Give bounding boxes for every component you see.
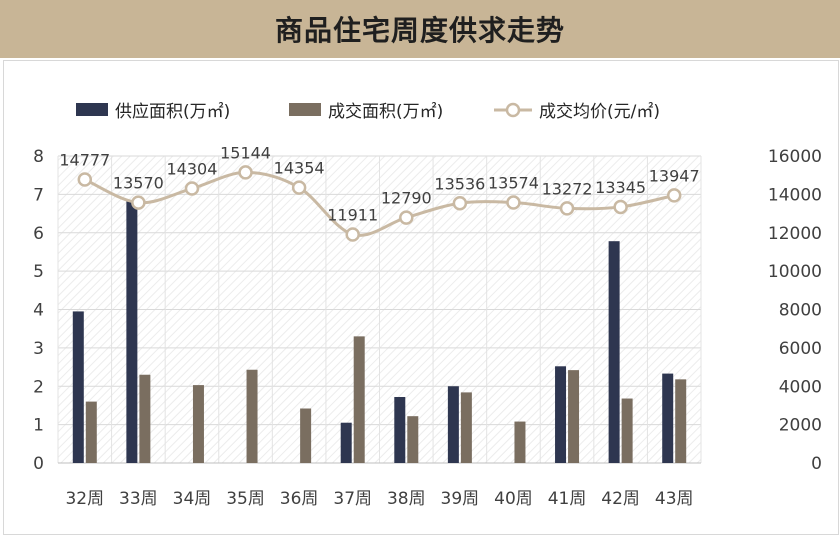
bar-deal	[514, 421, 526, 463]
y-left-tick-label: 0	[33, 454, 44, 474]
price-point	[131, 195, 146, 210]
price-data-label: 13536	[434, 174, 485, 193]
y-left-tick-label: 3	[33, 339, 44, 359]
bar-deal	[407, 416, 419, 463]
price-data-label: 14777	[59, 150, 110, 169]
y-left-tick-label: 8	[33, 147, 44, 167]
price-data-label: 15144	[220, 143, 271, 162]
bar-deal	[192, 385, 204, 463]
y-right-tick-label: 14000	[768, 185, 822, 205]
bar-deal	[568, 370, 580, 463]
bar-deal	[139, 374, 151, 463]
bar-supply	[340, 422, 352, 463]
bar-deal	[675, 379, 687, 463]
bar-supply	[126, 200, 138, 463]
bar-supply	[608, 241, 620, 463]
x-tick-label: 35周	[226, 489, 265, 509]
y-left-tick-label: 7	[33, 185, 44, 205]
price-point	[399, 210, 414, 225]
y-left-tick-label: 1	[33, 416, 44, 436]
price-point	[77, 172, 93, 187]
price-point	[666, 188, 682, 203]
bar-deal	[353, 336, 365, 463]
y-left-tick-label: 6	[33, 224, 44, 244]
price-data-label: 13272	[542, 179, 593, 198]
y-right-tick-label: 0	[811, 454, 822, 474]
y-right-tick-label: 8000	[779, 301, 822, 321]
bar-deal	[85, 401, 97, 463]
price-point	[345, 227, 360, 242]
bar-deal	[246, 369, 258, 463]
price-point	[452, 196, 468, 211]
legend-label-price: 成交均价(元/㎡)	[539, 102, 660, 122]
x-tick-label: 37周	[333, 489, 372, 509]
y-left-tick-label: 4	[33, 301, 44, 321]
chart-card: 0 1 2 3 4 5 6 7 8 0 2000 4000 6000 8000 10000 12000 1400…	[3, 60, 839, 535]
legend-swatch-price-marker	[505, 102, 521, 118]
title-bar: 商品住宅周度供求走势	[0, 0, 840, 58]
y-right-tick-label: 12000	[768, 224, 822, 244]
price-data-label: 13345	[595, 178, 646, 197]
x-tick-label: 32周	[65, 489, 104, 509]
price-data-label: 12790	[381, 189, 432, 208]
y-right-tick-label: 2000	[779, 416, 822, 436]
y-left-tick-label: 2	[33, 377, 44, 397]
price-data-label: 13947	[649, 166, 700, 185]
bar-supply	[394, 396, 406, 463]
x-tick-label: 38周	[387, 489, 426, 509]
price-data-label: 13574	[488, 174, 539, 193]
price-point	[184, 181, 200, 196]
x-tick-label: 34周	[173, 489, 212, 509]
price-point	[291, 180, 307, 195]
x-tick-label: 40周	[494, 489, 533, 509]
legend-label-supply: 供应面积(万㎡)	[115, 102, 230, 122]
legend-swatch-supply	[76, 103, 108, 116]
price-point	[238, 165, 253, 180]
price-data-label: 11911	[327, 205, 378, 224]
bar-deal	[621, 398, 633, 463]
x-tick-label: 42周	[601, 489, 640, 509]
bar-deal	[460, 392, 472, 463]
y-right-tick-label: 16000	[768, 147, 822, 167]
y-right-tick-label: 6000	[779, 339, 822, 359]
bar-supply	[447, 386, 459, 463]
y-left-tick-label: 5	[33, 262, 44, 282]
legend-swatch-deal	[289, 103, 321, 116]
x-tick-label: 41周	[548, 489, 587, 509]
y-right-tick-label: 10000	[768, 262, 822, 282]
price-data-label: 13570	[113, 174, 164, 193]
price-data-label: 14354	[274, 159, 325, 178]
chart-svg: 0 1 2 3 4 5 6 7 8 0 2000 4000 6000 8000 10000 12000 1400…	[33, 102, 822, 509]
x-tick-label: 33周	[119, 489, 158, 509]
price-point	[506, 195, 521, 210]
bar-deal	[300, 408, 312, 463]
legend-label-deal: 成交面积(万㎡)	[328, 102, 443, 122]
price-point	[559, 201, 575, 216]
bar-supply	[555, 366, 567, 463]
x-tick-label: 39周	[441, 489, 480, 509]
bar-supply	[72, 311, 84, 463]
price-data-label: 14304	[167, 160, 218, 179]
price-point	[613, 199, 628, 215]
x-tick-label: 43周	[655, 489, 694, 509]
bar-supply	[662, 373, 674, 463]
chart-title: 商品住宅周度供求走势	[274, 14, 565, 47]
x-tick-label: 36周	[280, 489, 319, 509]
y-right-tick-label: 4000	[779, 377, 822, 397]
